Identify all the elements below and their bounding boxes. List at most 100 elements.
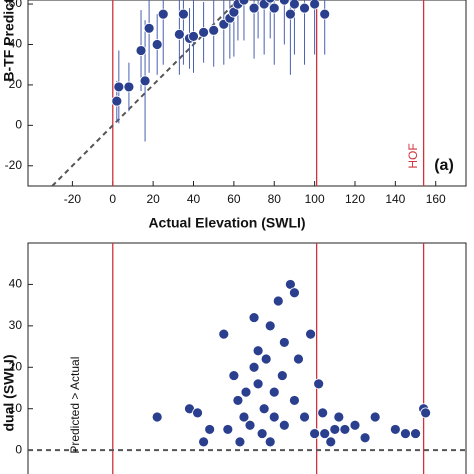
data-point (278, 0, 290, 6)
data-point (333, 411, 345, 423)
data-point (293, 353, 304, 365)
data-point (178, 8, 189, 20)
data-point (111, 95, 123, 107)
data-point (329, 424, 341, 435)
data-point (260, 353, 272, 365)
x-tick-label: 140 (385, 192, 405, 206)
data-point (400, 428, 411, 439)
data-point (228, 370, 240, 381)
y-tick-label: 30 (9, 318, 23, 332)
data-point (157, 8, 169, 20)
data-point (234, 436, 246, 448)
data-point (339, 424, 351, 435)
data-point (264, 436, 276, 448)
data-point (238, 411, 250, 423)
data-point (349, 419, 361, 431)
data-point (317, 407, 329, 419)
data-point (420, 407, 432, 419)
hof-label: HOF (406, 143, 420, 168)
x-tick-label: 0 (109, 192, 116, 206)
data-point (204, 424, 216, 435)
data-point (139, 75, 151, 87)
data-point (256, 428, 268, 439)
data-point (289, 395, 300, 406)
x-tick-label: 100 (305, 192, 325, 206)
data-point (299, 2, 310, 14)
data-point (289, 287, 300, 299)
data-point (305, 328, 316, 340)
data-point (278, 419, 290, 431)
x-tick-label: 120 (345, 192, 365, 206)
x-tick-label: -20 (64, 192, 82, 206)
y-tick-label: 0 (15, 442, 22, 456)
data-point (278, 337, 290, 348)
data-point (151, 411, 163, 423)
data-point (198, 26, 210, 38)
data-point (268, 386, 280, 398)
data-point (276, 370, 288, 381)
y-tick-label: 20 (9, 77, 23, 91)
data-point (188, 30, 199, 42)
data-point (252, 345, 264, 357)
data-point (299, 411, 310, 423)
data-point (173, 28, 185, 40)
x-tick-label: 160 (426, 192, 446, 206)
data-point (309, 0, 321, 10)
data-point (264, 320, 276, 332)
y-axis-label: dual (SWLI) (1, 355, 17, 432)
data-point (248, 361, 260, 373)
data-point (248, 2, 260, 14)
data-point (218, 328, 230, 340)
data-point (258, 0, 270, 10)
data-point (265, 0, 276, 4)
data-point (238, 0, 250, 6)
data-point (272, 295, 284, 307)
y-tick-label: 0 (15, 118, 22, 132)
data-point (123, 81, 135, 93)
data-point (389, 424, 401, 435)
y-tick-label: -20 (5, 158, 23, 172)
data-point (319, 8, 331, 20)
data-point (268, 2, 280, 14)
x-axis-label: Actual Elevation (SWLI) (148, 215, 305, 231)
data-point (151, 39, 163, 50)
plot-frame (27, 242, 467, 474)
data-point (313, 378, 325, 390)
data-point (410, 428, 421, 439)
data-point (208, 24, 220, 36)
data-point (192, 407, 203, 419)
data-point (240, 386, 252, 398)
panel-label: (a) (434, 157, 454, 174)
data-point (143, 22, 155, 34)
data-point (359, 432, 371, 444)
y-tick-label: 20 (9, 359, 23, 373)
data-point (248, 312, 260, 323)
data-point (268, 411, 280, 423)
data-point (232, 395, 244, 406)
y-tick-label: 10 (9, 401, 23, 415)
data-point (319, 428, 331, 439)
data-point (244, 419, 256, 431)
y-axis-label: B-TF Predict (1, 0, 17, 82)
data-point (369, 411, 381, 423)
data-point (258, 403, 270, 415)
x-tick-label: 80 (268, 192, 282, 206)
data-point (135, 45, 147, 56)
data-point (113, 81, 125, 93)
x-tick-label: 40 (187, 192, 201, 206)
data-point (309, 428, 321, 439)
data-point (198, 436, 210, 448)
y-tick-label: 40 (9, 37, 23, 51)
data-point (284, 8, 296, 20)
data-point (252, 378, 264, 390)
x-tick-label: 20 (146, 192, 160, 206)
data-point (289, 0, 300, 10)
data-point (325, 436, 337, 448)
x-tick-label: 60 (227, 192, 241, 206)
annotation: Predicted > Actual (68, 357, 82, 454)
y-tick-label: 60 (9, 0, 23, 10)
data-point (222, 424, 234, 435)
y-tick-label: 40 (9, 277, 23, 291)
plot-frame (27, 0, 467, 187)
